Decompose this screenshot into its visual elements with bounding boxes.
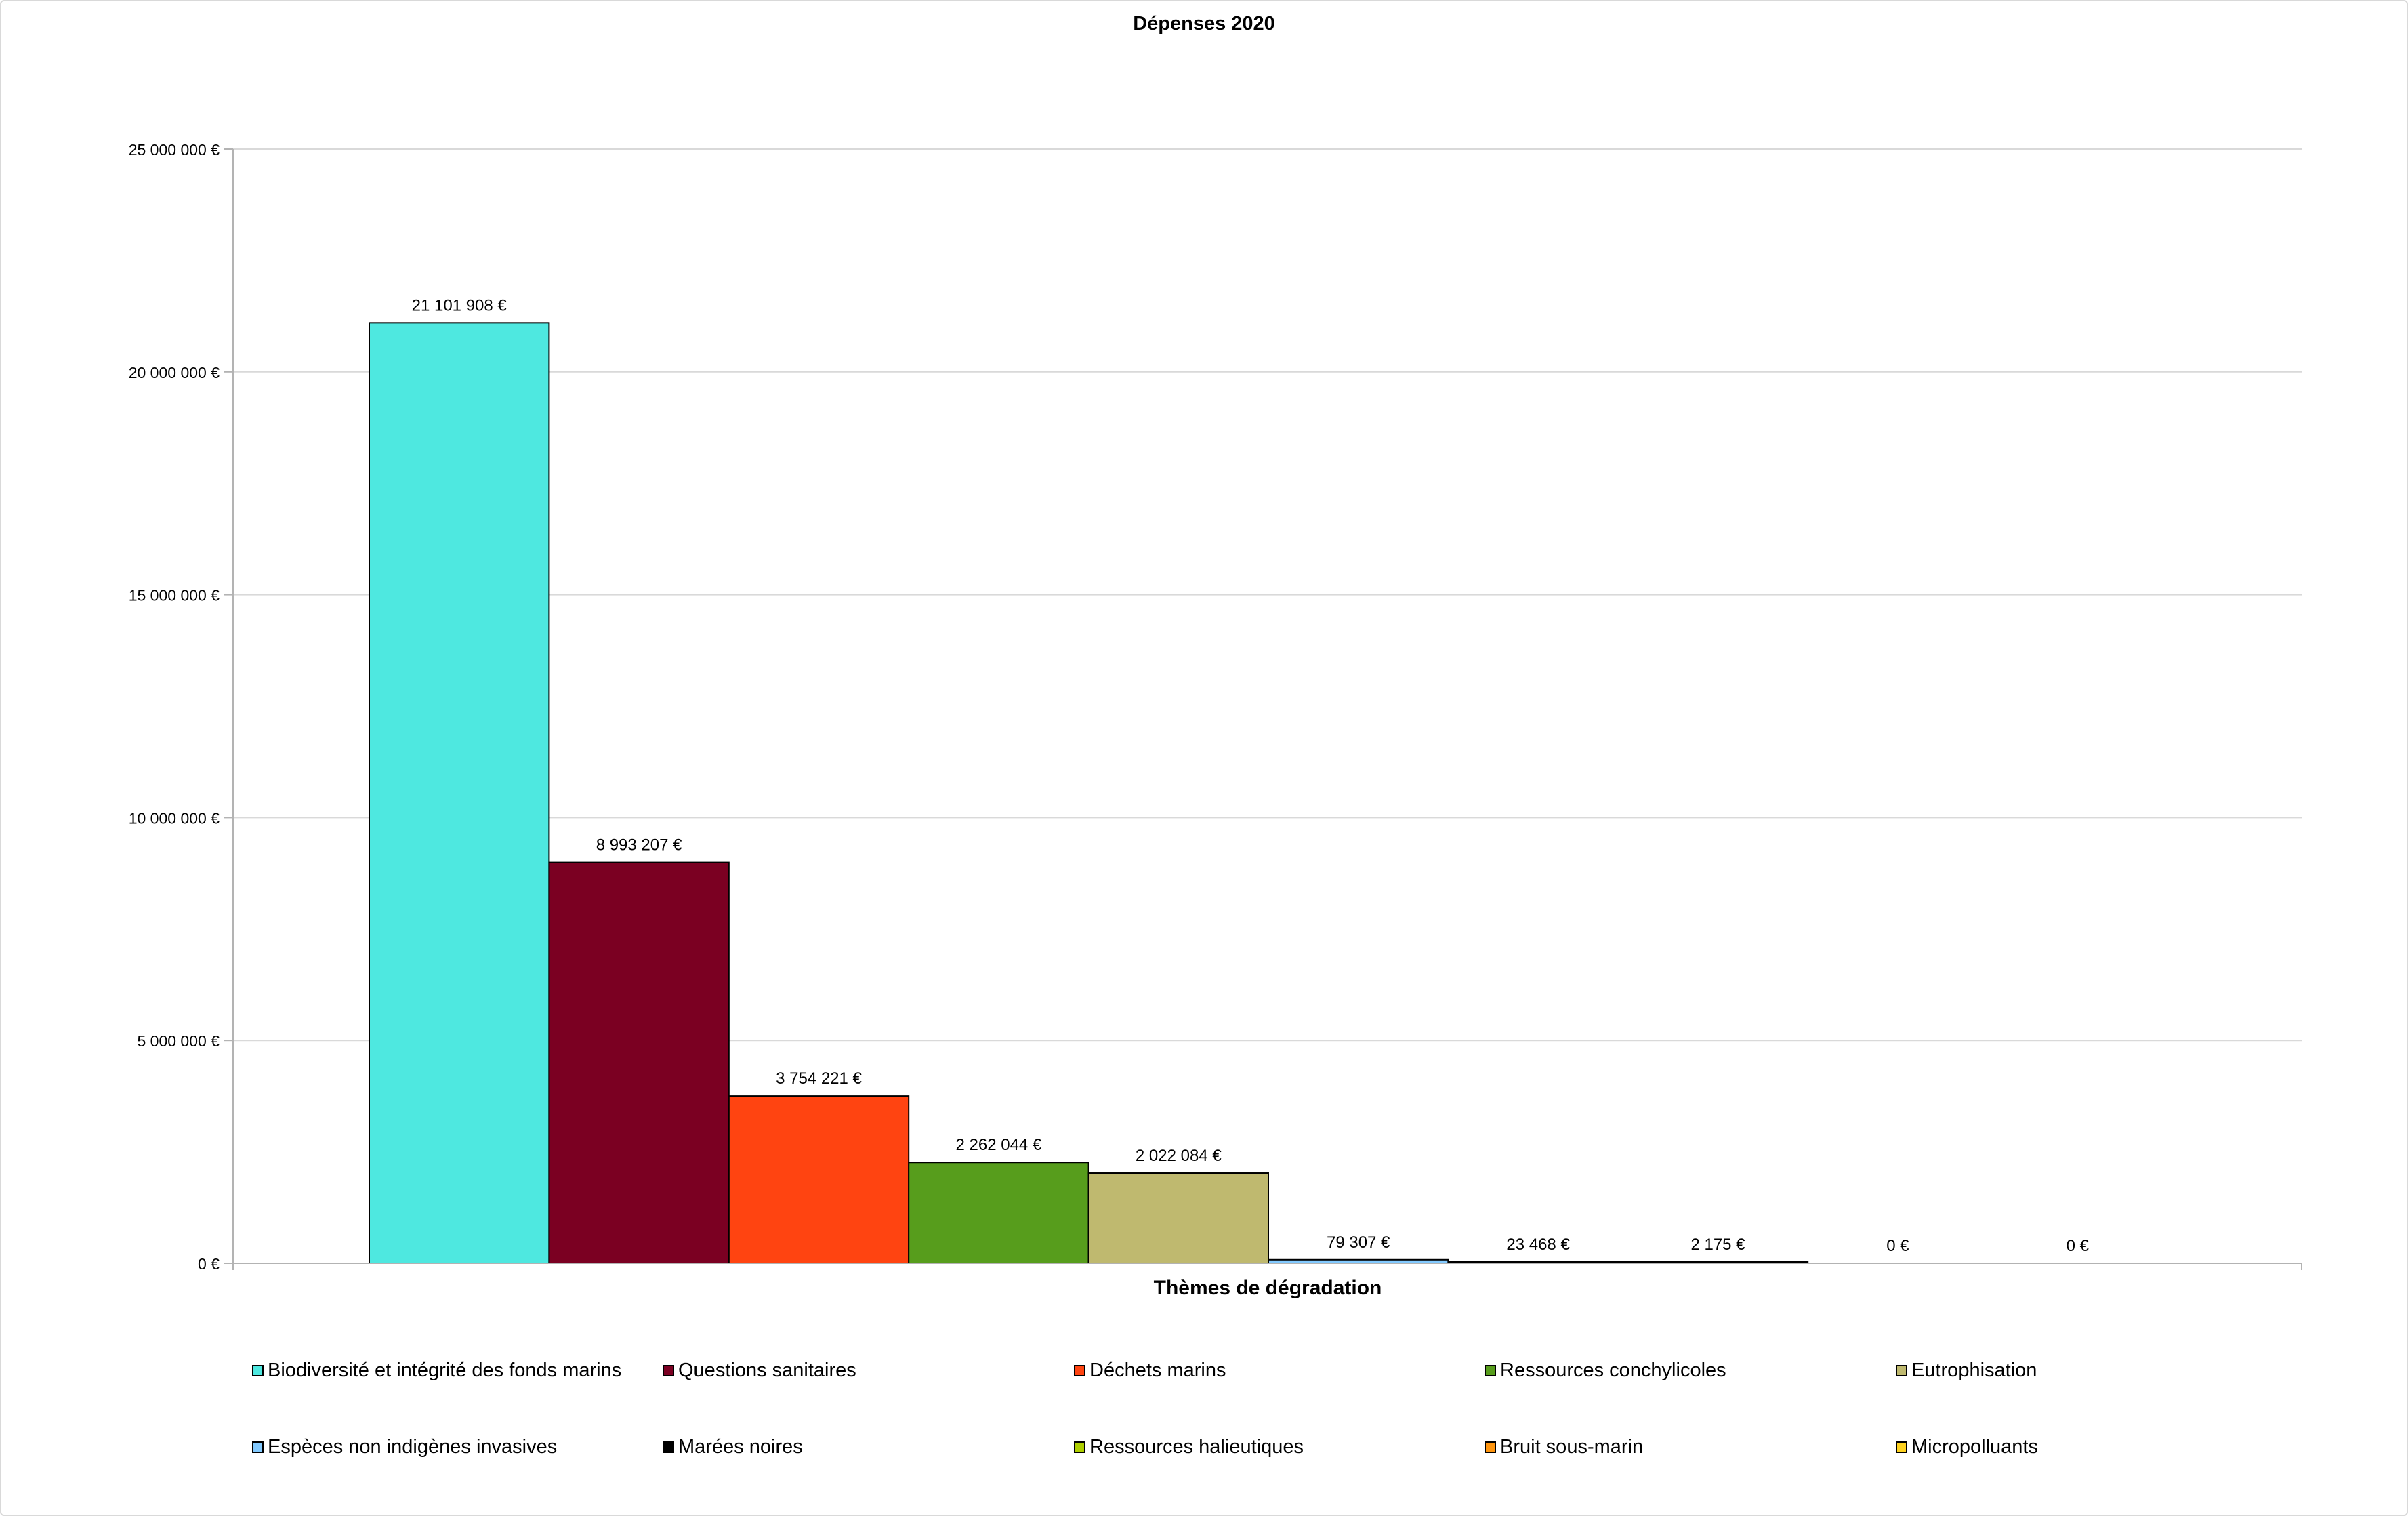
legend-swatch xyxy=(663,1441,674,1453)
data-label: 23 468 € xyxy=(1506,1235,1570,1254)
legend-swatch xyxy=(1074,1364,1085,1376)
legend-label: Bruit sous-marin xyxy=(1500,1435,1644,1458)
data-label: 8 993 207 € xyxy=(596,836,682,855)
legend-swatch xyxy=(252,1441,264,1453)
bar xyxy=(548,861,730,1264)
legend-item: Micropolluants xyxy=(1896,1427,2038,1467)
axes xyxy=(232,149,2302,1270)
data-label: 3 754 221 € xyxy=(776,1069,862,1088)
legend-item: Déchets marins xyxy=(1074,1350,1226,1391)
data-label: 21 101 908 € xyxy=(412,296,507,314)
y-tick-label: 20 000 000 € xyxy=(129,364,220,382)
y-tick-label: 5 000 000 € xyxy=(137,1032,220,1050)
legend-swatch xyxy=(663,1364,674,1376)
y-tick-label: 15 000 000 € xyxy=(129,587,220,605)
bar xyxy=(369,322,550,1265)
legend-label: Marées noires xyxy=(678,1435,803,1458)
legend-label: Biodiversité et intégrité des fonds mari… xyxy=(268,1359,622,1381)
y-tick-label: 25 000 000 € xyxy=(129,141,220,159)
bar xyxy=(1087,1172,1269,1264)
y-tick-label: 0 € xyxy=(198,1255,220,1273)
legend-label: Ressources halieutiques xyxy=(1089,1435,1304,1458)
bar xyxy=(908,1162,1089,1265)
legend-item: Ressources conchylicoles xyxy=(1485,1350,1726,1391)
legend-label: Questions sanitaires xyxy=(678,1359,856,1381)
legend-swatch xyxy=(252,1364,264,1376)
x-axis-title: Thèmes de dégradation xyxy=(1154,1277,1382,1299)
data-labels: 21 101 908 € 8 993 207 € 3 754 221 € 2 262 … xyxy=(412,296,2090,1255)
legend-swatch xyxy=(1074,1441,1085,1453)
legend-item: Bruit sous-marin xyxy=(1485,1427,1643,1467)
chart-title: Dépenses 2020 xyxy=(1133,13,1275,35)
legend-swatch xyxy=(1896,1364,1907,1376)
data-label: 2 022 084 € xyxy=(1136,1147,1222,1165)
legend-item: Espèces non indigènes invasives xyxy=(252,1427,557,1467)
legend-label: Eutrophisation xyxy=(1911,1359,2037,1381)
legend-item: Marées noires xyxy=(663,1427,803,1467)
y-axis-ticks: 0 € 5 000 000 € 10 000 000 € 15 000 000 € 20… xyxy=(129,141,233,1273)
legend-item: Questions sanitaires xyxy=(663,1350,856,1391)
data-label: 0 € xyxy=(1886,1237,1909,1255)
legend-swatch xyxy=(1485,1441,1496,1453)
legend-item: Eutrophisation xyxy=(1896,1350,2037,1391)
legend-item: Biodiversité et intégrité des fonds mari… xyxy=(252,1350,621,1391)
legend-label: Espèces non indigènes invasives xyxy=(268,1435,558,1458)
data-label: 2 175 € xyxy=(1690,1235,1745,1254)
data-label: 79 307 € xyxy=(1327,1233,1390,1252)
legend-item: Ressources halieutiques xyxy=(1074,1427,1304,1467)
bars xyxy=(369,322,1809,1265)
data-label: 2 262 044 € xyxy=(956,1136,1042,1154)
data-label: 0 € xyxy=(2067,1237,2090,1255)
legend-swatch xyxy=(1896,1441,1907,1453)
gridlines xyxy=(233,148,2302,1042)
legend-label: Déchets marins xyxy=(1089,1359,1226,1381)
legend-label: Micropolluants xyxy=(1911,1435,2038,1458)
legend-swatch xyxy=(1485,1364,1496,1376)
y-tick-label: 10 000 000 € xyxy=(129,809,220,827)
legend-label: Ressources conchylicoles xyxy=(1500,1359,1726,1381)
bar xyxy=(728,1095,910,1265)
